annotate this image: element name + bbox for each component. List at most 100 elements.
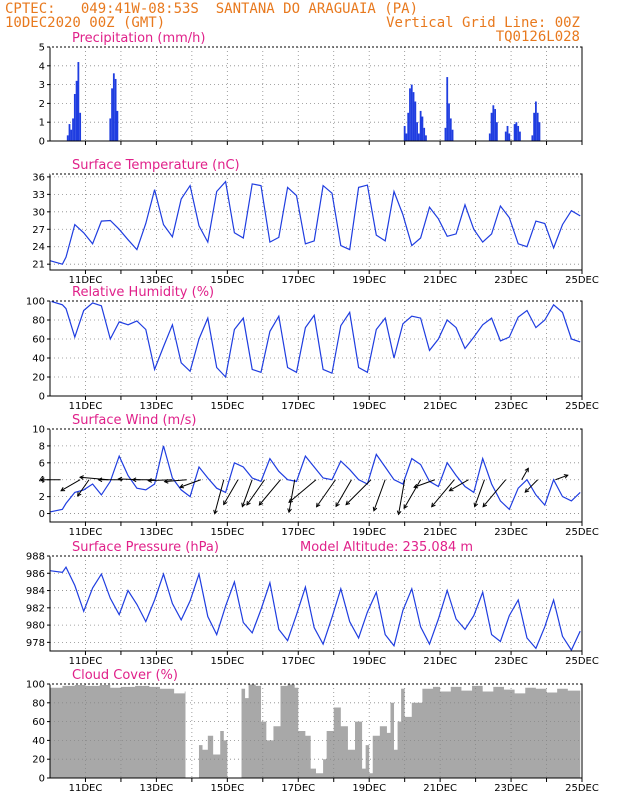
xtick-label: 25DEC <box>565 527 599 538</box>
ytick-label: 986 <box>26 569 45 580</box>
precip-bar <box>414 101 417 141</box>
panel-frame <box>49 46 583 142</box>
xtick-label: 25DEC <box>565 401 599 412</box>
xtick-label: 21DEC <box>423 656 457 667</box>
precip-bar <box>517 125 520 141</box>
precip-bar <box>409 88 411 141</box>
xtick-label: 11DEC <box>69 401 103 412</box>
wind-arrow-head <box>39 477 45 483</box>
ytick-label: 984 <box>26 586 45 597</box>
wind-arrow <box>403 479 422 509</box>
ytick-label: 100 <box>26 680 45 691</box>
xtick-label: 19DEC <box>352 527 386 538</box>
panel-3: Surface Wind (m/s) 0 2 4 6 8 10 11DEC 13DEC 15DEC… <box>32 413 599 538</box>
wind-arrow <box>246 479 265 506</box>
series-line <box>49 566 581 652</box>
wind-arrow-head <box>77 491 82 497</box>
wind-arrow-head <box>213 509 218 515</box>
wind-arrow <box>373 479 386 511</box>
wind-arrow-head <box>345 500 351 506</box>
panel-0: Precipitation (mm/h) 0 1 2 3 4 5 <box>39 31 583 148</box>
wind-arrow <box>521 468 529 480</box>
precip-bar <box>531 135 534 141</box>
precip-bar <box>492 105 495 141</box>
precip-bar <box>403 125 406 141</box>
precip-bar <box>416 122 418 141</box>
xtick-label: 23DEC <box>494 783 528 794</box>
precip-bar <box>407 112 410 141</box>
precip-bar <box>515 122 518 141</box>
wind-arrow-head <box>396 510 402 516</box>
precip-bar <box>116 110 119 141</box>
ytick-label: 24 <box>32 242 45 253</box>
xtick-label: 21DEC <box>423 783 457 794</box>
wind-arrow <box>214 479 225 514</box>
ytick-label: 40 <box>32 354 45 365</box>
xtick-label: 21DEC <box>423 527 457 538</box>
ytick-label: 80 <box>32 316 45 327</box>
panel-title: Surface Pressure (hPa) <box>72 540 219 555</box>
panel-title: Relative Humidity (%) <box>72 285 214 300</box>
wind-arrow-head <box>147 478 152 483</box>
xtick-label: 13DEC <box>140 656 174 667</box>
xtick-label: 19DEC <box>352 275 386 286</box>
precip-bar <box>109 118 112 141</box>
wind-arrow-head <box>60 487 66 492</box>
xtick-label: 11DEC <box>69 527 103 538</box>
xtick-label: 19DEC <box>352 656 386 667</box>
wind-arrow-head <box>448 487 454 492</box>
wind-arrow-head <box>246 500 251 506</box>
wind-arrow-head <box>97 477 103 483</box>
precip-bar <box>534 101 537 141</box>
ytick-label: 0 <box>39 137 45 148</box>
wind-arrow-head <box>179 483 185 489</box>
xtick-label: 23DEC <box>494 527 528 538</box>
precip-bar <box>73 94 76 141</box>
precip-bar <box>77 62 80 141</box>
ytick-label: 21 <box>32 260 45 271</box>
precip-bar <box>444 127 447 141</box>
xtick-label: 13DEC <box>140 401 174 412</box>
wind-arrow-head <box>563 474 569 479</box>
xtick-label: 25DEC <box>565 783 599 794</box>
precip-bar <box>70 129 73 141</box>
series-line <box>49 300 581 379</box>
panel-annotation: Model Altitude: 235.084 m <box>300 540 473 555</box>
precip-bar <box>419 110 422 141</box>
wind-arrow <box>316 479 336 508</box>
xtick-label: 15DEC <box>210 401 244 412</box>
precip-bar <box>448 103 450 141</box>
header-date: 10DEC2020 00Z (GMT) <box>5 15 166 31</box>
ytick-label: 60 <box>32 335 45 346</box>
precip-bar <box>425 135 427 141</box>
wind-arrow <box>555 474 568 481</box>
wind-arrow-head <box>287 508 292 514</box>
ytick-label: 20 <box>32 755 45 766</box>
wind-arrow-head <box>473 502 479 508</box>
xtick-label: 11DEC <box>69 783 103 794</box>
precip-bar <box>114 78 117 141</box>
wind-arrow <box>335 479 352 507</box>
xtick-label: 13DEC <box>140 783 174 794</box>
wind-arrow-head <box>403 504 408 510</box>
precip-bar <box>488 133 491 141</box>
xtick-label: 17DEC <box>281 275 315 286</box>
wind-arrow-head <box>431 502 436 508</box>
header-model-id: TQ0126L028 <box>495 29 580 45</box>
precip-bar <box>449 118 452 141</box>
precip-bar <box>412 92 415 141</box>
precip-bar <box>66 135 69 141</box>
xtick-label: 15DEC <box>210 527 244 538</box>
precip-bar <box>508 133 511 141</box>
ytick-label: 100 <box>26 297 45 308</box>
xtick-label: 17DEC <box>281 401 315 412</box>
xtick-label: 21DEC <box>423 401 457 412</box>
ytick-label: 20 <box>32 373 45 384</box>
ytick-label: 5 <box>39 43 45 54</box>
wind-arrow <box>288 479 296 513</box>
panel-title: Surface Temperature (nC) <box>72 158 240 173</box>
ytick-label: 2 <box>39 492 45 503</box>
wind-arrow <box>148 479 173 482</box>
panel-frame <box>49 428 583 523</box>
precip-bar <box>75 80 78 141</box>
